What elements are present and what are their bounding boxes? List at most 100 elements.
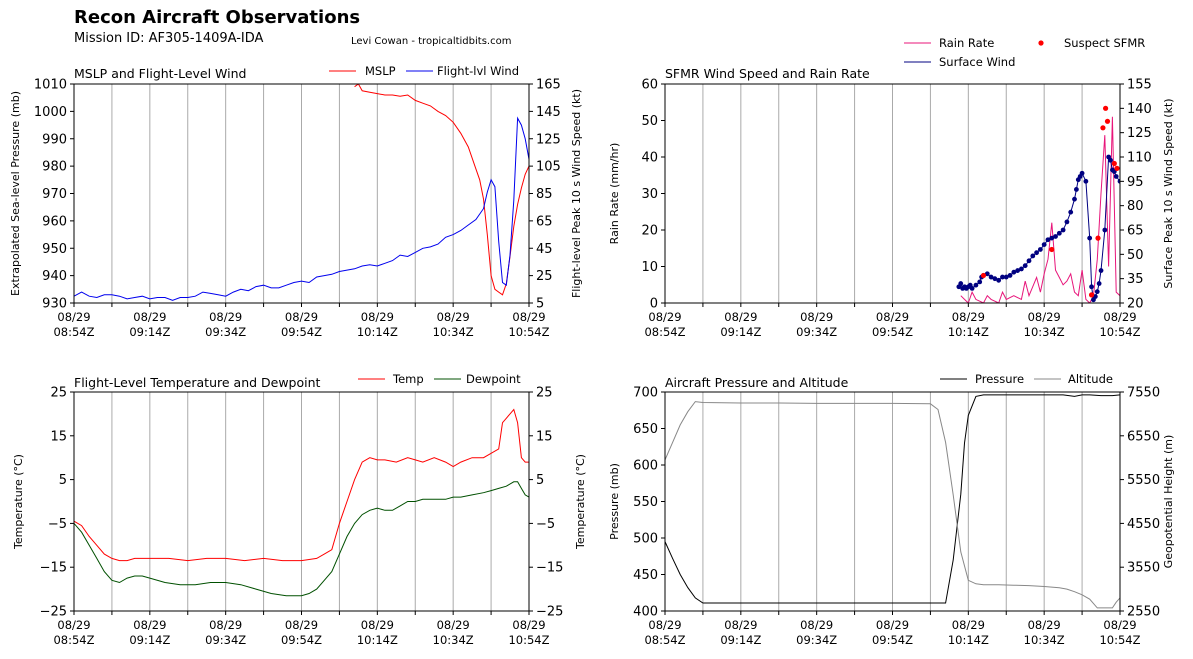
x-tick-label: 08:54Z [53, 325, 94, 339]
y-tick-label: 20 [641, 224, 658, 239]
y-axis-label: Rain Rate (mm/hr) [608, 143, 621, 245]
x-tick-label: 08/29 [437, 310, 470, 324]
x-tick-label: 09:54Z [872, 325, 913, 339]
surface-wind-point [973, 282, 979, 288]
x-tick-label: 09:34Z [205, 325, 246, 339]
y-tick-label: 960 [42, 214, 67, 229]
y-right-tick-label: 80 [1127, 199, 1144, 214]
legend-label: MSLP [365, 64, 396, 78]
surface-wind-point [1068, 209, 1074, 215]
x-tick-label: 08/29 [209, 310, 242, 324]
x-tick-label: 09:54Z [872, 633, 913, 647]
surface-wind-point [1041, 242, 1047, 248]
x-tick-label: 08/29 [437, 618, 470, 632]
surface-wind-point [1073, 187, 1079, 192]
x-tick-label: 10:14Z [948, 633, 989, 647]
y-right-tick-label: 15 [536, 429, 553, 444]
y-right-tick-label: 35 [1127, 272, 1144, 287]
y-tick-label: 450 [633, 568, 658, 583]
surface-wind-point [1000, 274, 1005, 280]
x-tick-label: 08/29 [133, 618, 166, 632]
y-tick-label: 980 [42, 160, 67, 175]
panel-temp_dew: 08/2908:54Z08/2909:14Z08/2909:34Z08/2909… [12, 372, 587, 647]
x-tick-label: 10:54Z [508, 325, 549, 339]
x-tick-label: 08/29 [876, 618, 909, 632]
altitude-line [665, 401, 1120, 609]
x-tick-label: 08/29 [512, 618, 545, 632]
x-tick-label: 08:54Z [644, 633, 685, 647]
y-right-tick-label: 85 [536, 187, 553, 202]
y-right-tick-label: 45 [536, 242, 553, 257]
surface-wind-point [1049, 235, 1055, 241]
x-tick-label: 08/29 [800, 310, 833, 324]
x-tick-label: 10:34Z [1024, 325, 1065, 339]
x-tick-label: 09:34Z [796, 633, 837, 647]
chart-title: MSLP and Flight-Level Wind [74, 66, 246, 81]
surface-wind-point [969, 286, 975, 291]
mslp-line [354, 84, 529, 296]
credit-text: Levi Cowan - tropicaltidbits.com [351, 36, 512, 47]
surface-wind-point [1007, 273, 1013, 278]
x-tick-label: 08/29 [952, 310, 985, 324]
y-tick-label: 930 [42, 297, 67, 312]
surface-wind-point [1096, 281, 1102, 286]
surface-wind-point [1060, 227, 1066, 233]
y-tick-label: 650 [633, 422, 658, 437]
chart-title: Aircraft Pressure and Altitude [665, 375, 849, 390]
surface-wind-point [1011, 269, 1017, 275]
y-tick-label: 990 [42, 132, 67, 147]
y-right-tick-label: 110 [1127, 151, 1152, 166]
suspect-sfmr-point [1114, 165, 1120, 171]
y-tick-label: −15 [40, 561, 67, 576]
surface-wind-point [1053, 234, 1058, 239]
surface-wind-point [1056, 230, 1062, 236]
suspect-sfmr-point [1111, 160, 1117, 167]
y-axis-label: Pressure (mb) [608, 463, 621, 540]
surface-wind-point [1026, 258, 1032, 264]
x-tick-label: 08/29 [285, 310, 318, 324]
suspect-sfmr-point [1088, 292, 1095, 298]
surface-wind-point [1030, 253, 1036, 259]
y-right-tick-label: −15 [536, 561, 563, 576]
y-tick-label: 500 [633, 532, 658, 547]
x-tick-label: 10:34Z [1024, 633, 1065, 647]
surface-wind-point [1003, 274, 1009, 280]
legend-label: Surface Wind [939, 55, 1015, 69]
suspect-sfmr-point [1100, 125, 1106, 131]
y-tick-label: 30 [641, 187, 658, 202]
x-tick-label: 08:54Z [53, 633, 94, 647]
y-tick-label: 15 [50, 429, 67, 444]
series-group [665, 394, 1120, 609]
suspect-sfmr-point [1095, 235, 1101, 241]
y-tick-label: 1000 [34, 105, 67, 120]
surface-wind-point [958, 281, 964, 286]
surface-wind-point [1064, 219, 1070, 225]
y-tick-label: 0 [650, 297, 658, 312]
x-tick-label: 08/29 [361, 310, 394, 324]
surface-wind-point [996, 277, 1002, 283]
x-tick-label: 08/29 [1028, 618, 1061, 632]
y-axis-label: Extrapolated Sea-level Pressure (mb) [9, 91, 22, 296]
chart-title: SFMR Wind Speed and Rain Rate [665, 66, 870, 81]
legend-label: Suspect SFMR [1064, 36, 1145, 50]
x-tick-label: 08/29 [361, 618, 394, 632]
surface-wind-point [1089, 284, 1094, 290]
series-group [74, 84, 529, 301]
mission-id: Mission ID: AF305-1409A-IDA [74, 31, 264, 46]
x-tick-label: 10:14Z [357, 325, 398, 339]
surface-wind-point [1019, 266, 1024, 272]
y-right-tick-label: 25 [536, 269, 553, 284]
y-right-tick-label: −25 [536, 605, 563, 620]
surface-wind-point [1117, 178, 1120, 184]
x-tick-label: 08/29 [209, 618, 242, 632]
x-tick-label: 09:34Z [796, 325, 837, 339]
y-tick-label: 400 [633, 605, 658, 620]
suspect-sfmr-point [980, 272, 987, 279]
x-tick-label: 08/29 [57, 310, 90, 324]
y-tick-label: 50 [641, 114, 658, 129]
y-tick-label: −5 [48, 517, 67, 532]
legend-label: Rain Rate [939, 36, 994, 50]
y-right-tick-label: 20 [1127, 297, 1144, 312]
x-tick-label: 08/29 [512, 310, 545, 324]
